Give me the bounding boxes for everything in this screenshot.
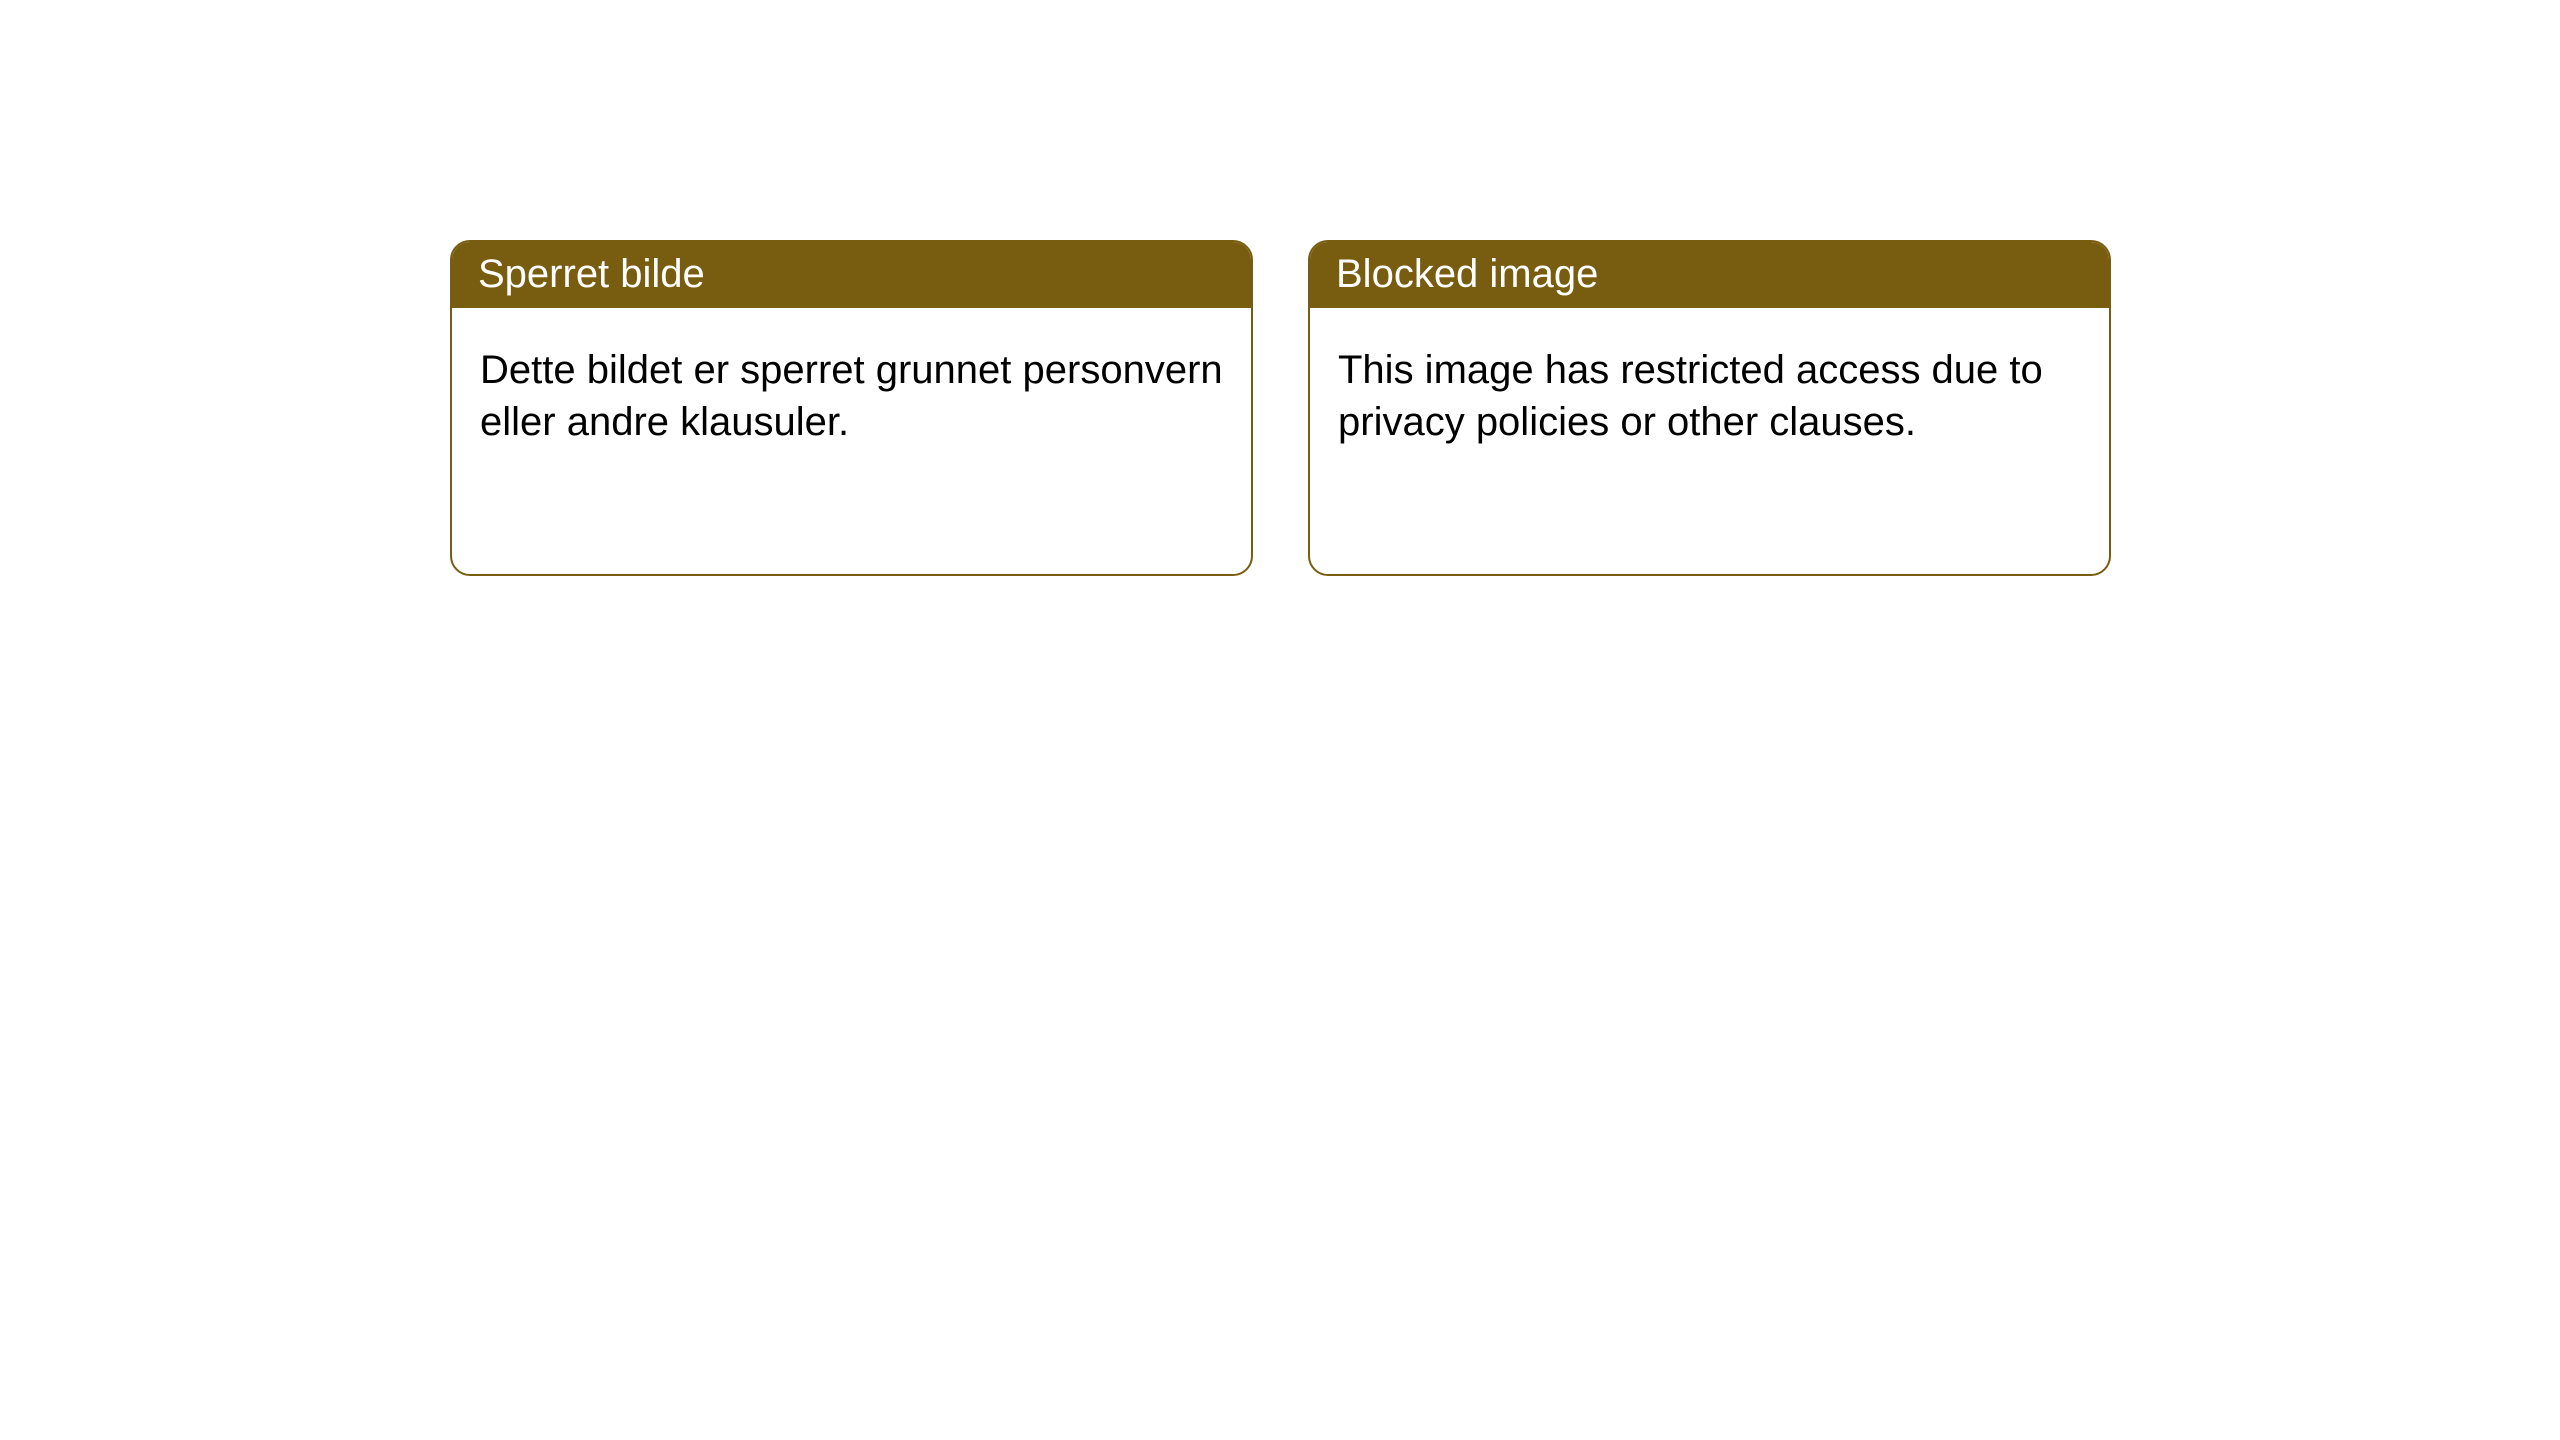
- card-header-en: Blocked image: [1310, 242, 2109, 308]
- notice-container: Sperret bilde Dette bildet er sperret gr…: [0, 0, 2560, 576]
- card-body-en: This image has restricted access due to …: [1310, 308, 2109, 476]
- blocked-image-card-en: Blocked image This image has restricted …: [1308, 240, 2111, 576]
- card-header-no: Sperret bilde: [452, 242, 1251, 308]
- blocked-image-card-no: Sperret bilde Dette bildet er sperret gr…: [450, 240, 1253, 576]
- card-body-no: Dette bildet er sperret grunnet personve…: [452, 308, 1251, 476]
